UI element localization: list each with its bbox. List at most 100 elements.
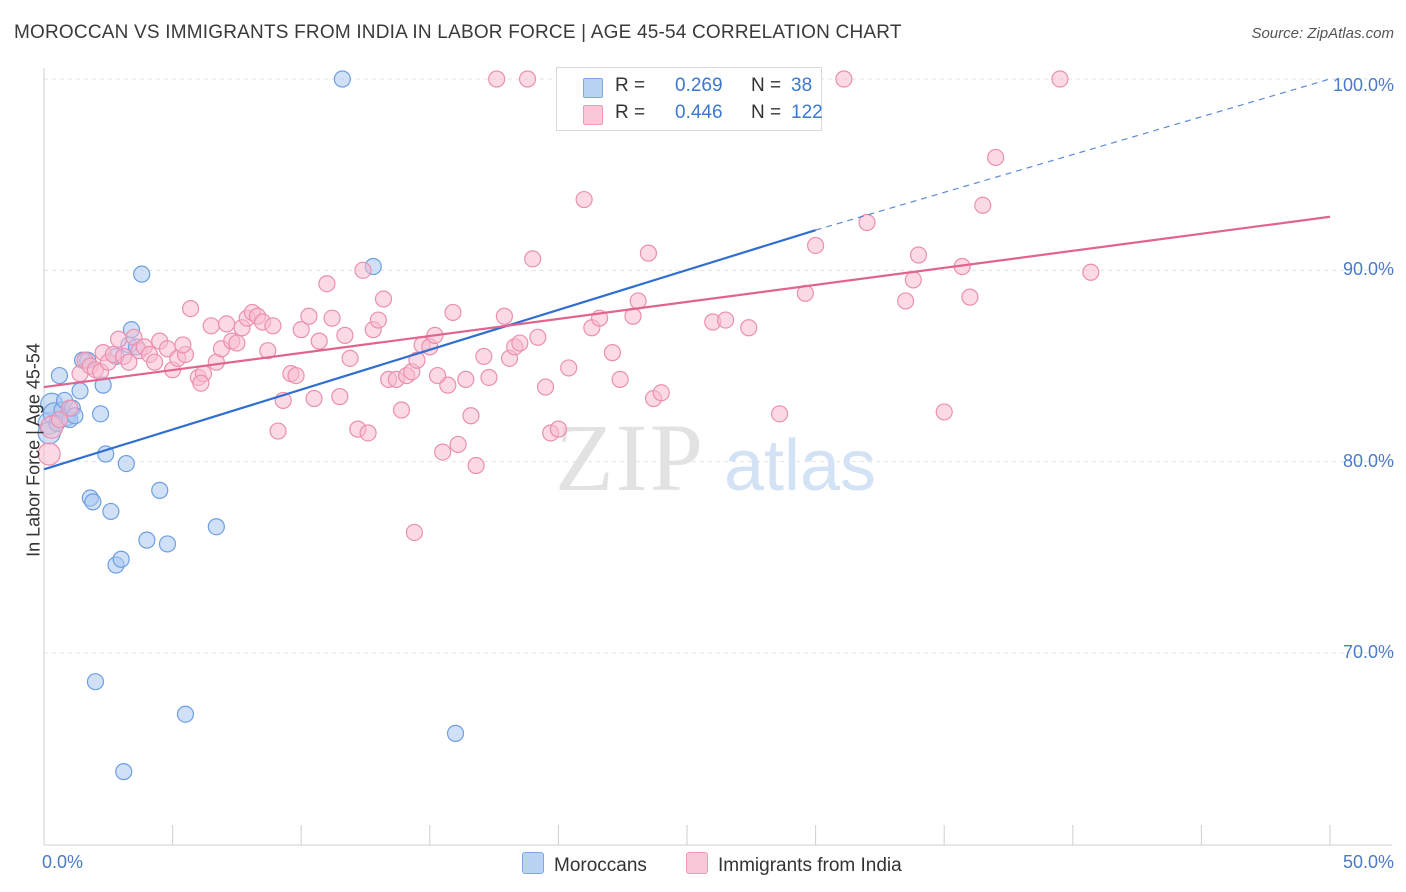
moroccan-point: [207, 518, 225, 536]
india-point: [359, 424, 377, 442]
y-tick-label: 100.0%: [1332, 75, 1394, 95]
india-point: [434, 443, 452, 461]
india-point: [904, 271, 922, 289]
india-point: [182, 300, 200, 318]
india-point: [987, 148, 1005, 167]
moroccan-trend-extension: [815, 78, 1331, 231]
india-point: [495, 307, 513, 325]
y-axis-title-wrap: In Labor Force | Age 45-54: [6, 250, 46, 650]
moroccan-point: [71, 382, 89, 400]
india-point: [323, 309, 341, 327]
india-point: [374, 290, 393, 308]
india-point: [652, 384, 670, 402]
india-trend-line: [43, 215, 1331, 389]
india-point: [770, 405, 789, 423]
legend-r-label: R =: [615, 75, 646, 96]
india-point: [305, 389, 323, 408]
series-swatch-india: [686, 852, 708, 874]
india-point: [37, 442, 61, 466]
india-point: [536, 378, 555, 396]
moroccan-point: [91, 405, 110, 423]
india-point: [524, 250, 542, 268]
india-point: [318, 275, 336, 293]
india-point: [518, 70, 537, 88]
moroccan-point: [151, 481, 169, 499]
legend-n-value: 38: [791, 75, 813, 96]
india-point: [806, 236, 825, 255]
series-legend-india[interactable]: Immigrants from India: [686, 852, 902, 877]
india-point: [292, 321, 310, 339]
series-swatch-moroccans: [522, 852, 544, 874]
india-point: [611, 370, 629, 388]
india-point: [202, 317, 220, 335]
india-point: [639, 244, 658, 262]
india-point: [575, 190, 593, 209]
series-legend-moroccans[interactable]: Moroccans: [522, 852, 647, 877]
moroccan-point: [115, 763, 133, 781]
moroccan-point: [158, 535, 177, 553]
india-point: [269, 422, 287, 440]
india-point: [392, 401, 411, 419]
india-point: [467, 456, 485, 475]
india-point: [1082, 263, 1100, 281]
series-label-moroccans: Moroccans: [554, 855, 647, 876]
source-label: Source: ZipAtlas.com: [1251, 25, 1394, 42]
legend-r-value: 0.446: [675, 102, 723, 123]
legend-swatch-india: [583, 105, 603, 125]
moroccan-point: [84, 493, 102, 511]
y-tick-label: 70.0%: [1342, 642, 1394, 662]
chart-title: MOROCCAN VS IMMIGRANTS FROM INDIA IN LAB…: [14, 22, 902, 43]
india-point: [61, 399, 79, 417]
moroccan-point: [102, 502, 120, 521]
grid-lines: [44, 78, 1392, 654]
india-point: [511, 334, 529, 352]
moroccan-point: [176, 705, 195, 723]
moroccan-point: [333, 70, 351, 88]
trend-lines: [43, 78, 1331, 471]
legend-n-label: N =: [751, 102, 782, 123]
india-point: [909, 246, 928, 264]
y-axis-title: In Labor Force | Age 45-54: [23, 343, 44, 557]
india-point: [457, 370, 475, 388]
india-point: [109, 330, 128, 348]
moroccan-point: [117, 454, 135, 473]
india-point: [192, 374, 210, 392]
moroccan-point: [86, 673, 105, 691]
series-legend: Moroccans Immigrants from India: [0, 852, 1406, 878]
india-point: [120, 353, 138, 371]
india-point: [300, 307, 318, 325]
moroccan-point: [138, 531, 156, 549]
india-point: [549, 420, 568, 438]
india-point: [475, 347, 493, 366]
india-point: [287, 366, 305, 385]
india-point: [480, 368, 498, 387]
india-point: [336, 326, 354, 344]
india-point: [428, 366, 447, 385]
legend-r-label: R =: [615, 102, 646, 123]
india-point: [897, 292, 915, 310]
india-point: [174, 336, 192, 354]
india-point: [462, 407, 480, 425]
india-point: [974, 196, 992, 214]
india-point: [405, 523, 423, 542]
india-point: [259, 342, 277, 360]
india-point: [961, 288, 979, 306]
india-point: [740, 319, 758, 337]
moroccan-point: [133, 265, 151, 283]
india-point: [354, 261, 372, 279]
india-point: [218, 315, 236, 333]
india-point: [331, 388, 349, 406]
india-point: [935, 403, 953, 421]
moroccan-point: [50, 366, 69, 385]
legend-swatch-moroccans: [583, 78, 603, 98]
india-point: [716, 311, 735, 329]
india-point: [145, 353, 164, 371]
india-point: [835, 70, 853, 88]
watermark-atlas: atlas: [724, 426, 876, 506]
india-point: [264, 317, 282, 335]
india-point: [341, 349, 359, 367]
india-point: [449, 435, 467, 454]
legend-n-label: N =: [751, 75, 782, 96]
watermark-zip: ZIP: [555, 404, 705, 511]
